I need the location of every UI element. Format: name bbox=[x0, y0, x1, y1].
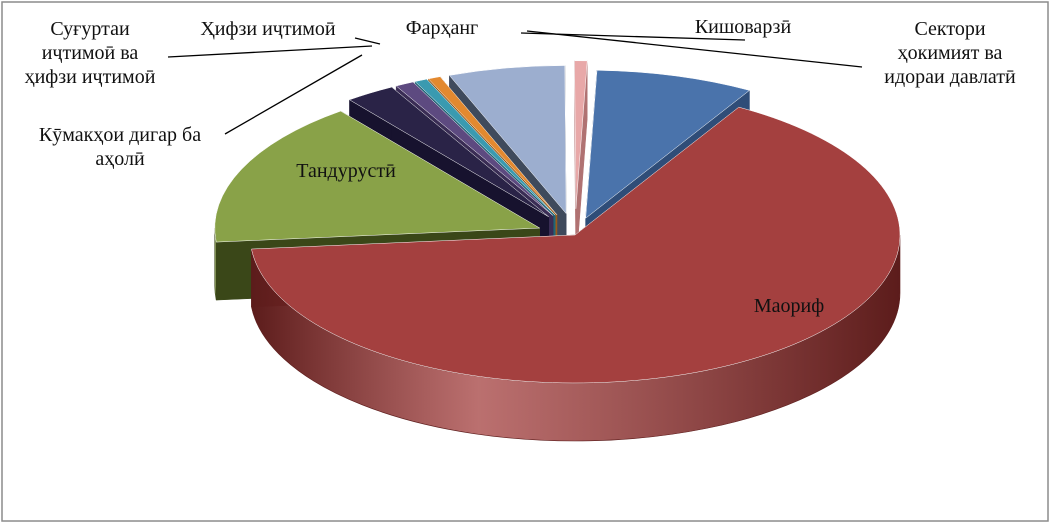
slice-label-agri: Кишоварзӣ bbox=[695, 16, 792, 38]
slice-label-line: ҳифзи иҷтимоӣ bbox=[25, 66, 156, 88]
slice-label-line: идораи давлатӣ bbox=[884, 66, 1016, 88]
slices-layer bbox=[214, 60, 901, 442]
leader-line-social_ins bbox=[167, 45, 373, 58]
slice-label-line: ҳокимият ва bbox=[898, 42, 1003, 64]
slice-label-line: Кӯмакҳои дигар ба bbox=[39, 124, 201, 146]
slice-edu bbox=[251, 106, 901, 442]
slice-label-line: Сектори bbox=[914, 18, 985, 40]
slice-label-social_prot: Ҳифзи иҷтимоӣ bbox=[200, 18, 336, 40]
slice-top-other_aid bbox=[348, 86, 549, 217]
slice-top-social_ins bbox=[395, 81, 554, 216]
slice-label-line: Тандурустӣ bbox=[296, 160, 396, 182]
slice-label-gov: Сектори ҳокимият ва идораи давлатӣ bbox=[884, 18, 1016, 88]
slice-label-line: аҳолӣ bbox=[95, 148, 145, 170]
slice-top-edu bbox=[251, 106, 901, 384]
slice-label-line: Кишоварзӣ bbox=[695, 16, 792, 38]
slice-top-agri bbox=[585, 70, 751, 219]
leader-line-social_prot bbox=[354, 37, 381, 45]
slice-label-line: иҷтимоӣ ва bbox=[42, 42, 139, 64]
slice-label-culture: Фарҳанг bbox=[406, 17, 478, 39]
leader-line-gov bbox=[526, 30, 863, 68]
slice-label-other_aid: Кӯмакҳои дигар ба аҳолӣ bbox=[39, 124, 201, 170]
slice-label-edu: Маориф bbox=[754, 295, 824, 317]
slice-top-gov bbox=[574, 60, 588, 209]
leader-lines-layer bbox=[167, 30, 863, 135]
slice-label-social_ins: Суғуртаи иҷтимоӣ ва ҳифзи иҷтимоӣ bbox=[25, 18, 156, 88]
slice-top-culture_or bbox=[427, 76, 558, 215]
slice-top-culture bbox=[448, 65, 567, 215]
slice-label-line: Фарҳанг bbox=[406, 17, 478, 39]
leader-line-other_aid bbox=[224, 54, 363, 135]
slice-label-line: Суғуртаи bbox=[50, 18, 130, 40]
slice-label-health: Тандурустӣ bbox=[296, 160, 396, 182]
slice-label-line: Маориф bbox=[754, 295, 824, 317]
slice-label-line: Ҳифзи иҷтимоӣ bbox=[200, 18, 336, 40]
slice-top-health bbox=[214, 110, 541, 243]
labels-layer: Кишоварзӣ Маориф Тандурустӣ Кӯмакҳои дигар … bbox=[25, 16, 1016, 317]
slice-top-social_prot bbox=[414, 78, 556, 216]
